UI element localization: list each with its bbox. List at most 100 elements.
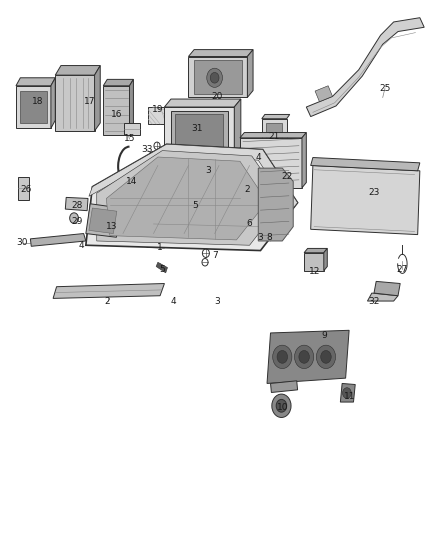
Ellipse shape [349, 191, 381, 208]
Polygon shape [311, 158, 420, 171]
Text: 2: 2 [105, 296, 110, 305]
Circle shape [276, 399, 287, 412]
Polygon shape [86, 144, 297, 251]
Text: 6: 6 [247, 220, 252, 229]
Text: 22: 22 [281, 172, 292, 181]
Polygon shape [16, 78, 55, 86]
Text: 20: 20 [211, 92, 223, 101]
Polygon shape [304, 248, 327, 253]
Polygon shape [103, 79, 134, 86]
Polygon shape [18, 177, 29, 200]
Circle shape [343, 387, 351, 398]
Polygon shape [95, 66, 100, 131]
Polygon shape [240, 220, 259, 232]
Text: 30: 30 [17, 238, 28, 247]
Text: 32: 32 [368, 296, 380, 305]
Polygon shape [194, 60, 242, 94]
Text: 8: 8 [266, 233, 272, 242]
Text: 3: 3 [258, 233, 263, 242]
Text: 3: 3 [214, 296, 220, 305]
Polygon shape [188, 56, 247, 98]
Polygon shape [258, 168, 293, 241]
Text: 26: 26 [20, 185, 32, 194]
Text: 21: 21 [268, 132, 279, 141]
Polygon shape [311, 165, 420, 235]
Polygon shape [86, 204, 121, 237]
Polygon shape [267, 330, 349, 383]
Text: 27: 27 [397, 265, 408, 273]
Polygon shape [266, 123, 283, 141]
Text: 4: 4 [79, 241, 84, 250]
Text: 9: 9 [321, 331, 327, 340]
Circle shape [316, 345, 336, 368]
Circle shape [207, 68, 223, 87]
Circle shape [277, 351, 288, 364]
Polygon shape [124, 123, 141, 135]
Text: 3: 3 [205, 166, 211, 175]
Polygon shape [130, 79, 134, 135]
Text: 1: 1 [157, 244, 163, 253]
Polygon shape [340, 383, 355, 402]
Polygon shape [20, 91, 46, 123]
Polygon shape [16, 86, 51, 128]
Text: 18: 18 [32, 97, 43, 106]
Circle shape [237, 222, 243, 229]
Polygon shape [262, 119, 287, 146]
Circle shape [299, 351, 309, 364]
Circle shape [149, 152, 156, 160]
Polygon shape [189, 201, 200, 212]
Polygon shape [171, 111, 228, 151]
Polygon shape [262, 115, 290, 119]
Polygon shape [324, 248, 327, 271]
Polygon shape [65, 197, 88, 211]
Polygon shape [374, 281, 400, 296]
Text: 19: 19 [152, 105, 164, 114]
Polygon shape [188, 50, 253, 56]
Text: 7: 7 [212, 252, 218, 260]
Polygon shape [147, 240, 166, 248]
Text: 4: 4 [255, 153, 261, 162]
Circle shape [321, 351, 331, 364]
Polygon shape [304, 253, 324, 271]
Text: 10: 10 [276, 403, 288, 412]
Polygon shape [164, 107, 234, 155]
Text: 4: 4 [170, 296, 176, 305]
Circle shape [210, 72, 219, 83]
Text: 29: 29 [71, 217, 83, 226]
Polygon shape [55, 66, 100, 75]
Polygon shape [315, 86, 332, 102]
Polygon shape [302, 133, 306, 188]
Circle shape [70, 213, 78, 223]
Polygon shape [271, 381, 297, 392]
Polygon shape [148, 107, 164, 124]
Circle shape [272, 394, 291, 417]
Polygon shape [53, 284, 164, 298]
Text: 12: 12 [309, 268, 321, 276]
Polygon shape [89, 208, 117, 233]
Text: 16: 16 [111, 110, 122, 119]
Text: 25: 25 [379, 84, 391, 93]
Text: 14: 14 [126, 177, 138, 186]
Text: 31: 31 [191, 124, 203, 133]
Polygon shape [106, 157, 267, 240]
Polygon shape [89, 144, 297, 211]
Polygon shape [247, 50, 253, 98]
Polygon shape [306, 18, 424, 117]
Circle shape [273, 345, 292, 368]
Text: 17: 17 [85, 97, 96, 106]
Text: 28: 28 [71, 201, 83, 210]
Text: 15: 15 [124, 134, 135, 143]
Polygon shape [240, 138, 302, 188]
Polygon shape [164, 99, 241, 107]
Polygon shape [55, 75, 95, 131]
Text: 5: 5 [159, 265, 165, 273]
Text: 23: 23 [368, 188, 380, 197]
Polygon shape [97, 151, 284, 245]
Polygon shape [51, 78, 55, 128]
Polygon shape [175, 115, 223, 148]
Text: 13: 13 [106, 222, 118, 231]
Text: 11: 11 [344, 392, 356, 401]
Circle shape [294, 345, 314, 368]
Text: 2: 2 [244, 185, 250, 194]
Polygon shape [218, 172, 263, 193]
